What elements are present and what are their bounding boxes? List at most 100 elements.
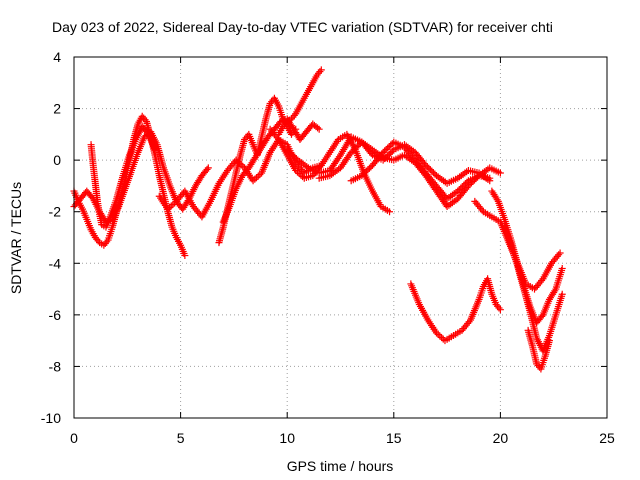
x-tick-label: 5 bbox=[177, 430, 185, 446]
data-point-marker bbox=[299, 173, 307, 181]
data-point-marker bbox=[94, 237, 102, 245]
data-point bbox=[317, 66, 325, 74]
plot-frame bbox=[73, 56, 608, 419]
y-axis-label: SDTVAR / TECUs bbox=[8, 182, 24, 294]
data-point-marker bbox=[365, 164, 373, 172]
data-point-marker bbox=[493, 196, 501, 204]
x-tick-label: 10 bbox=[279, 430, 295, 446]
data-point-marker bbox=[282, 119, 290, 127]
data-point-marker bbox=[251, 175, 259, 183]
data-point bbox=[347, 148, 355, 156]
x-tick-label: 0 bbox=[70, 430, 78, 446]
grid-layer bbox=[74, 57, 607, 418]
data-point-marker bbox=[384, 144, 392, 152]
data-point-marker bbox=[463, 178, 471, 186]
data-point-marker bbox=[425, 164, 433, 172]
data-point-marker bbox=[252, 174, 260, 182]
data-point-marker bbox=[436, 332, 444, 340]
data-point-marker bbox=[455, 186, 463, 194]
data-point-marker bbox=[353, 143, 361, 151]
data-point bbox=[432, 329, 440, 337]
y-tick-label: -8 bbox=[49, 358, 62, 374]
data-point-marker bbox=[382, 145, 390, 153]
data-point-marker bbox=[288, 150, 296, 158]
data-point bbox=[558, 290, 566, 298]
data-point-marker bbox=[171, 199, 179, 207]
data-point-marker bbox=[364, 166, 372, 174]
series-arc-15 bbox=[501, 223, 566, 355]
data-point-marker bbox=[465, 318, 473, 326]
data-point-marker bbox=[352, 144, 360, 152]
data-point-marker bbox=[359, 170, 367, 178]
data-point-marker bbox=[385, 143, 393, 151]
data-point-marker bbox=[166, 204, 174, 212]
data-point-marker bbox=[457, 184, 465, 192]
y-tick-label: -4 bbox=[49, 255, 62, 271]
data-point-marker bbox=[289, 152, 297, 160]
data-point bbox=[454, 187, 462, 195]
data-point bbox=[558, 264, 566, 272]
data-point bbox=[292, 166, 300, 174]
data-point-marker bbox=[297, 171, 305, 179]
data-point-marker bbox=[461, 180, 469, 188]
data-point bbox=[249, 177, 257, 185]
data-layer bbox=[70, 66, 566, 373]
tick-layer: 0 5 10 15 20 25 -10 -8 -6 -4 -2 0 2 4 bbox=[41, 49, 615, 446]
data-point-marker bbox=[141, 116, 149, 124]
y-tick-label: -2 bbox=[49, 204, 62, 220]
data-point bbox=[283, 146, 291, 154]
data-point bbox=[315, 125, 323, 133]
data-point-marker bbox=[438, 334, 446, 342]
data-point-marker bbox=[426, 166, 434, 174]
x-tick-label: 25 bbox=[599, 430, 615, 446]
data-point-marker bbox=[361, 169, 369, 177]
data-point-marker bbox=[434, 330, 442, 338]
data-point-marker bbox=[291, 153, 299, 161]
series-arc-8 bbox=[266, 125, 394, 216]
x-axis-label: GPS time / hours bbox=[287, 458, 394, 474]
y-tick-label: -10 bbox=[41, 410, 61, 426]
data-point-marker bbox=[295, 170, 303, 178]
data-point-marker bbox=[355, 141, 363, 149]
data-point-marker bbox=[555, 251, 563, 259]
data-point-marker bbox=[388, 147, 396, 155]
data-point-marker bbox=[254, 172, 262, 180]
data-point bbox=[545, 337, 553, 345]
data-point-marker bbox=[290, 111, 298, 119]
data-point-marker bbox=[316, 68, 324, 76]
data-point-marker bbox=[293, 168, 301, 176]
data-point-marker bbox=[551, 287, 559, 295]
x-tick-label: 15 bbox=[386, 430, 402, 446]
data-point-marker bbox=[387, 149, 395, 157]
data-point bbox=[496, 169, 504, 177]
y-tick-label: -6 bbox=[49, 307, 62, 323]
data-point bbox=[422, 161, 430, 169]
data-point bbox=[358, 172, 366, 180]
chart-title: Day 023 of 2022, Sidereal Day-to-day VTE… bbox=[52, 19, 553, 35]
data-point bbox=[204, 164, 212, 172]
data-point-marker bbox=[316, 163, 324, 171]
data-point-marker bbox=[167, 202, 175, 210]
data-point bbox=[151, 146, 159, 154]
data-point bbox=[556, 249, 564, 257]
data-point bbox=[386, 208, 394, 216]
data-point bbox=[496, 306, 504, 314]
series-arc-16 bbox=[524, 326, 553, 373]
data-point bbox=[486, 174, 494, 182]
data-point-marker bbox=[350, 145, 358, 153]
series-arc-4 bbox=[155, 136, 325, 221]
data-point-marker bbox=[495, 304, 503, 312]
data-point-marker bbox=[285, 147, 293, 155]
data-point bbox=[181, 252, 189, 260]
x-tick-label: 20 bbox=[493, 430, 509, 446]
data-point bbox=[379, 148, 387, 156]
data-point-marker bbox=[335, 153, 343, 161]
series-arc-3 bbox=[87, 123, 159, 231]
data-point-marker bbox=[458, 183, 466, 191]
data-point-marker bbox=[103, 238, 111, 246]
data-point-marker bbox=[349, 147, 357, 155]
series-arc-11 bbox=[347, 138, 494, 203]
data-point-marker bbox=[381, 147, 389, 155]
data-point-marker bbox=[460, 181, 468, 189]
